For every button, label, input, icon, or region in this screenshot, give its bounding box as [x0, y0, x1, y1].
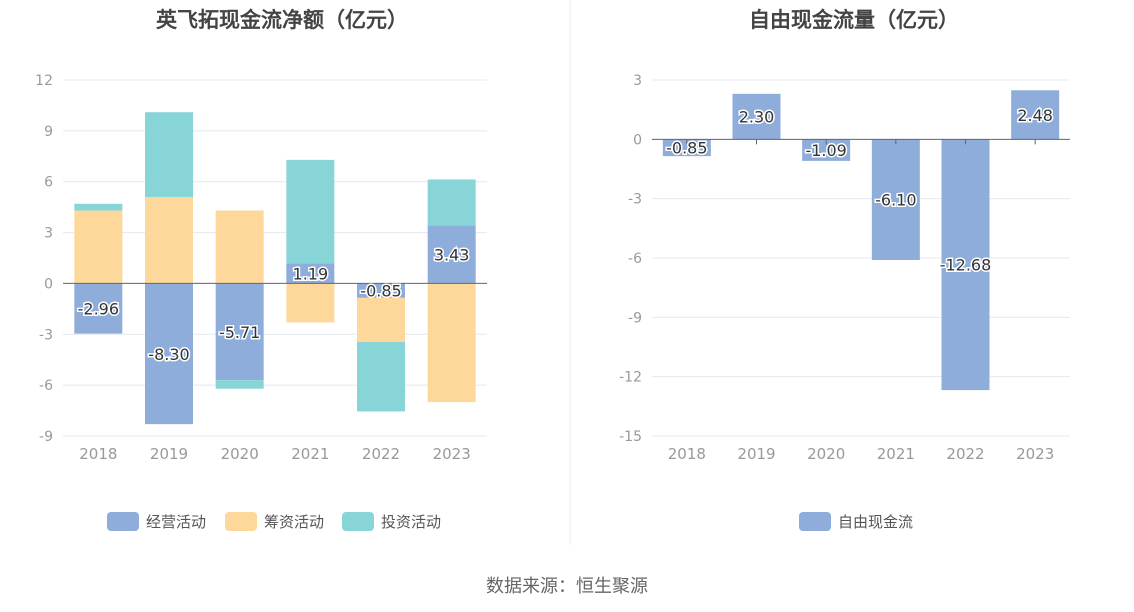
fcf-data-label: -1.09 — [805, 141, 846, 160]
cashflow-data-label: 3.43 — [434, 245, 470, 264]
cashflow-x-tick-label: 2019 — [150, 445, 188, 463]
fcf-data-label: -6.10 — [875, 191, 916, 210]
cashflow-bar-投资活动-2021 — [286, 159, 335, 264]
data-source-label: 数据来源：恒生聚源 — [486, 576, 648, 597]
cashflow-data-label: -5.71 — [219, 323, 260, 342]
cashflow-bar-筹资活动-2019 — [145, 196, 193, 284]
cashflow-bar-筹资活动-2023 — [427, 283, 476, 403]
cashflow-x-tick-label: 2023 — [433, 445, 471, 463]
cashflow-legend-label: 筹资活动 — [264, 513, 324, 531]
cashflow-x-tick-label: 2018 — [79, 445, 117, 463]
fcf-data-label: 2.48 — [1017, 106, 1053, 125]
cashflow-bar-筹资活动-2018 — [74, 210, 123, 284]
fcf-y-tick-label: 3 — [633, 73, 642, 89]
cashflow-bar-投资活动-2018 — [74, 203, 123, 211]
fcf-y-tick-label: -15 — [619, 429, 642, 445]
fcf-x-tick-label: 2021 — [877, 445, 915, 463]
fcf-x-tick-label: 2023 — [1016, 445, 1054, 463]
cashflow-legend-swatch-经营活动 — [107, 512, 139, 531]
cashflow-legend-label: 经营活动 — [146, 513, 206, 531]
fcf-y-tick-label: -9 — [628, 310, 642, 326]
fcf-bar-自由现金流-2023 — [1011, 90, 1060, 140]
fcf-data-label: 2.30 — [739, 108, 775, 127]
fcf-legend-label: 自由现金流 — [838, 513, 913, 531]
fcf-bar-自由现金流-2021 — [871, 139, 920, 260]
cashflow-bar-筹资活动-2021 — [286, 283, 335, 323]
cashflow-bar-经营活动-2018 — [74, 283, 123, 334]
cashflow-bar-经营活动-2022 — [357, 283, 405, 298]
cashflow-bar-经营活动-2021 — [286, 263, 335, 284]
fcf-y-tick-label: -12 — [619, 370, 642, 386]
cashflow-bar-筹资活动-2022 — [357, 297, 405, 342]
fcf-data-label: -0.85 — [666, 139, 707, 158]
cashflow-bar-筹资活动-2020 — [215, 210, 264, 284]
fcf-bar-自由现金流-2020 — [802, 139, 851, 161]
charts-canvas: 英飞拓现金流净额（亿元） 12 9 6 3 0 -3 -6 -9 2018 2019 2020 2021… — [35, 0, 1070, 545]
cashflow-x-tick-label: 2021 — [291, 445, 329, 463]
fcf-bar-自由现金流-2019 — [732, 93, 781, 140]
cashflow-data-label: 1.19 — [293, 264, 329, 283]
fcf-data-label: -12.68 — [940, 256, 992, 275]
cashflow-x-tick-label: 2022 — [362, 445, 400, 463]
cashflow-y-tick-label: 12 — [35, 73, 53, 89]
fcf-y-tick-label: -6 — [628, 251, 642, 267]
cashflow-bar-投资活动-2020 — [215, 380, 264, 389]
cashflow-data-label: -0.85 — [360, 282, 401, 301]
cashflow-legend-label: 投资活动 — [381, 513, 441, 531]
fcf-title: 自由现金流量（亿元） — [749, 8, 959, 32]
cashflow-y-tick-label: 6 — [44, 175, 53, 191]
cashflow-bar-投资活动-2022 — [357, 341, 405, 412]
cashflow-bar-经营活动-2020 — [215, 283, 264, 381]
cashflow-y-tick-label: -6 — [39, 378, 53, 394]
fcf-bar-自由现金流-2022 — [941, 139, 990, 391]
fcf-y-tick-label: 0 — [633, 132, 642, 148]
fcf-legend-swatch-自由现金流 — [799, 512, 831, 531]
cashflow-y-tick-label: -9 — [39, 429, 53, 445]
cashflow-y-tick-label: 0 — [44, 276, 53, 292]
fcf-x-tick-label: 2022 — [946, 445, 984, 463]
fcf-x-tick-label: 2018 — [668, 445, 706, 463]
fcf-x-tick-label: 2019 — [737, 445, 775, 463]
cashflow-legend-swatch-投资活动 — [342, 512, 374, 531]
cashflow-y-tick-label: 9 — [44, 124, 53, 140]
cashflow-legend-swatch-筹资活动 — [225, 512, 257, 531]
cashflow-bar-投资活动-2019 — [145, 112, 193, 197]
cashflow-bar-经营活动-2023 — [427, 225, 476, 284]
cashflow-y-tick-label: 3 — [44, 226, 53, 242]
cashflow-data-label: -8.30 — [148, 345, 189, 364]
cashflow-x-tick-label: 2020 — [221, 445, 259, 463]
fcf-bar-自由现金流-2018 — [662, 139, 711, 157]
cashflow-bar-投资活动-2023 — [427, 179, 476, 226]
cashflow-data-label: -2.96 — [78, 300, 119, 319]
cashflow-title: 英飞拓现金流净额（亿元） — [156, 8, 408, 32]
fcf-y-tick-label: -3 — [628, 192, 642, 208]
cashflow-y-tick-label: -3 — [39, 327, 53, 343]
fcf-x-tick-label: 2020 — [807, 445, 845, 463]
cashflow-bar-经营活动-2019 — [145, 283, 193, 425]
